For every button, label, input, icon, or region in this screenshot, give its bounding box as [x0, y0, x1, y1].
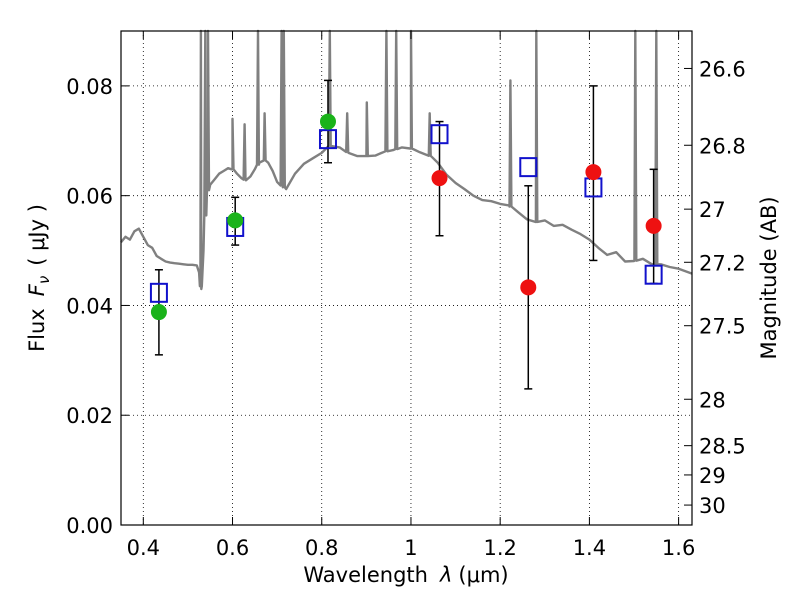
filled-circle-marker — [227, 212, 244, 229]
x-tick-label: 0.4 — [127, 536, 160, 560]
y2-tick-label: 27 — [699, 198, 726, 222]
x-tick-label: 0.6 — [216, 536, 249, 560]
filled-circle-marker — [520, 279, 537, 296]
open-square-marker — [149, 282, 168, 303]
y2-tick-label: 26.8 — [699, 134, 746, 158]
x-axis-label-text: Wavelength — [303, 563, 428, 587]
x-tick-label: 1.4 — [573, 536, 606, 560]
y-axis-label-text: Flux — [25, 308, 49, 352]
y-tick-label: 0.00 — [66, 514, 113, 538]
open-square-marker — [318, 129, 337, 150]
filled-circle-marker — [585, 164, 602, 181]
y-tick-label: 0.02 — [66, 404, 113, 428]
y-axis-label-subscript: ν — [35, 276, 53, 284]
x-tick-label: 1 — [404, 536, 417, 560]
y2-tick-label: 27.2 — [699, 251, 746, 275]
y-axis-label: Flux Fν ( μJy ) — [25, 204, 53, 352]
open-square-marker — [430, 124, 449, 145]
filled-circle-marker — [645, 217, 662, 234]
y2-axis-label: Magnitude (AB) — [757, 196, 781, 359]
y-tick-label: 0.08 — [66, 75, 113, 99]
filled-circle-marker — [150, 304, 167, 321]
y-axis-label-symbol: F — [25, 283, 49, 296]
x-axis-label-symbol: λ — [439, 563, 452, 587]
y2-tick-label: 28.5 — [699, 435, 746, 459]
spectrum-line — [120, 29, 693, 291]
filled-circle-marker — [431, 170, 448, 187]
y2-tick-label: 30 — [699, 494, 726, 518]
x-tick-label: 1.6 — [662, 536, 695, 560]
x-axis-label: Wavelength λ (μm) — [303, 563, 508, 587]
y2-tick-label: 27.5 — [699, 315, 746, 339]
y-tick-label: 0.06 — [66, 185, 113, 209]
open-square-marker — [519, 157, 538, 178]
y2-tick-label: 29 — [699, 464, 726, 488]
plot-frame — [120, 30, 693, 526]
axis-ticks: 0.4 0.6 0.8 1 1.2 1.4 1.6 0.00 0.02 0.04 0.06 0.08 2… — [66, 31, 746, 560]
open-square-marker — [644, 264, 663, 285]
data-markers — [149, 113, 663, 321]
x-axis-label-unit: (μm) — [458, 563, 508, 587]
y-tick-label: 0.04 — [66, 294, 113, 318]
y2-tick-label: 28 — [699, 388, 726, 412]
x-tick-label: 1.2 — [483, 536, 516, 560]
filled-circle-marker — [319, 113, 336, 130]
y-axis-label-unit: ( μJy ) — [25, 204, 49, 266]
y2-tick-label: 26.6 — [699, 57, 746, 81]
spectrum — [120, 29, 693, 291]
x-tick-label: 0.8 — [305, 536, 338, 560]
